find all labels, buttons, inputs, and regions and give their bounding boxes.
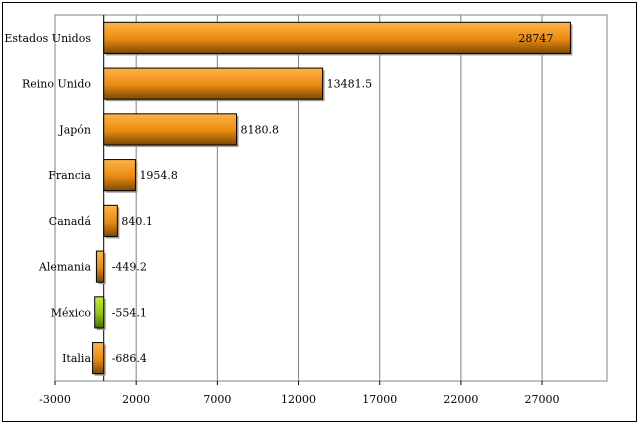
bar: [92, 342, 105, 375]
x-tick-label: -3000: [39, 393, 71, 406]
category-labels: Estados Unidos Reino Unido Japón Francia Can…: [4, 32, 91, 365]
bar: [103, 159, 136, 192]
category-label: Canadá: [49, 215, 92, 228]
x-tick-label: 17000: [362, 393, 397, 406]
bar: [95, 250, 105, 283]
x-tick-label: 2000: [122, 393, 150, 406]
value-label: 28747: [518, 32, 553, 45]
bar: [103, 204, 118, 237]
category-label: Francia: [48, 169, 91, 182]
category-label: Alemania: [38, 261, 92, 274]
category-label: Japón: [58, 123, 91, 136]
bars: [92, 21, 573, 376]
category-label: Italia: [62, 352, 91, 365]
bar: [103, 21, 571, 54]
category-label: Reino Unido: [22, 78, 91, 91]
value-label: 1954.8: [139, 169, 178, 182]
x-tick-label: 7000: [203, 393, 231, 406]
category-label: México: [51, 306, 92, 319]
x-axis-ticks: -3000 2000 7000 12000 17000 22000 27000: [39, 381, 560, 406]
value-label: 840.1: [121, 215, 153, 228]
x-tick-label: 27000: [525, 393, 560, 406]
value-label: 8180.8: [241, 123, 279, 136]
value-label: -686.4: [112, 352, 147, 365]
value-label: -554.1: [112, 306, 147, 319]
bar: [103, 113, 238, 146]
x-tick-label: 22000: [443, 393, 478, 406]
category-label: Estados Unidos: [4, 32, 91, 45]
bar: [94, 296, 105, 329]
x-tick-label: 12000: [281, 393, 316, 406]
value-label: -449.2: [112, 261, 147, 274]
bar: [103, 67, 324, 100]
value-label: 13481.5: [327, 78, 373, 91]
value-labels: 28747 13481.5 8180.8 1954.8 840.1 -449.2 -554.…: [112, 32, 554, 365]
